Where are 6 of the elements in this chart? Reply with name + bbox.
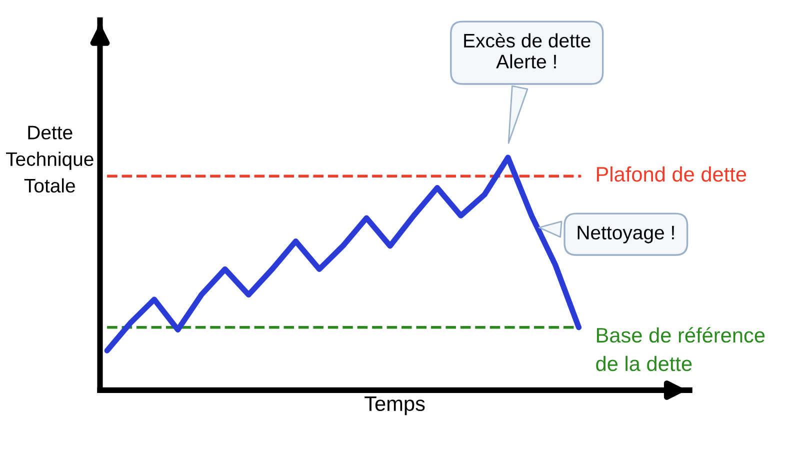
x-axis-title: Temps xyxy=(364,396,425,416)
ref-line-label: Plafond de dette xyxy=(596,166,746,182)
y-axis-title: Dette Technique Totale xyxy=(6,126,94,193)
annotation: Nettoyage ! xyxy=(578,226,674,244)
ref-line-label: Base de référence de la dette xyxy=(596,327,765,372)
text: Excès de dette Alerte ! xyxy=(464,33,590,68)
